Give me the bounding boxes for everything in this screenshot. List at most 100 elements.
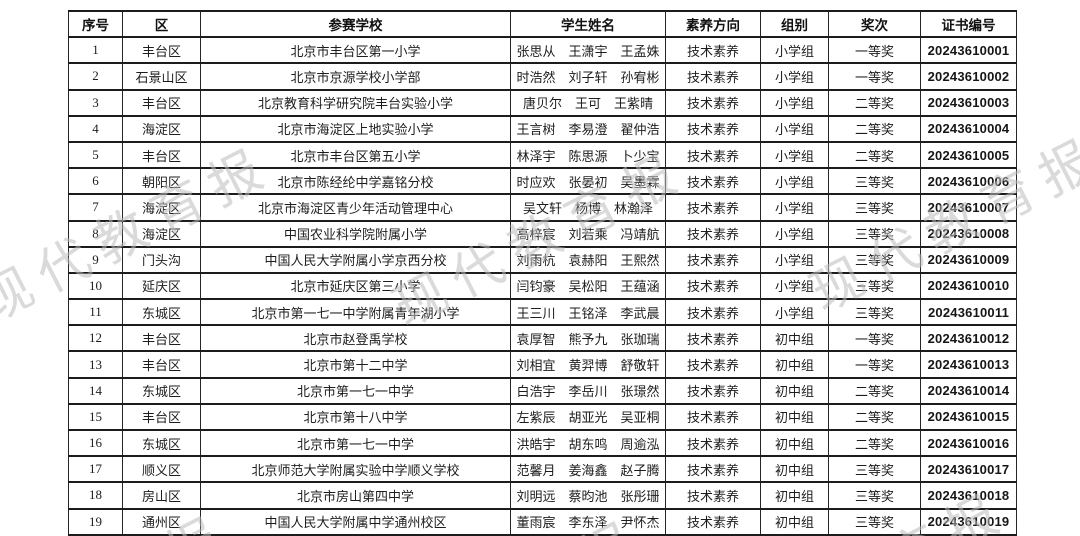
cell-school: 北京市第十八中学 — [200, 402, 511, 432]
table-row: 13 丰台区 北京市第十二中学 刘相宜 黄羿博 舒敬轩 技术素养 初中组 一等奖 202436… — [68, 350, 1017, 379]
cell-award: 三等奖 — [828, 167, 921, 196]
cell-group: 小学组 — [760, 62, 829, 91]
cell-school: 北京市海淀区青少年活动管理中心 — [200, 193, 511, 222]
cell-school: 北京市丰台区第一小学 — [200, 36, 511, 65]
cell-direction: 技术素养 — [665, 193, 761, 222]
cell-district: 门头沟 — [122, 245, 201, 274]
cell-cert-number: 20243610017 — [920, 455, 1017, 484]
table-row: 3 丰台区 北京教育科学研究院丰台实验小学 唐贝尔 王可 王紫晴 技术素养 小学组 二等奖 2… — [68, 88, 1017, 117]
cell-award: 二等奖 — [828, 140, 921, 170]
cell-direction: 技术素养 — [665, 245, 761, 274]
cell-group: 小学组 — [760, 219, 829, 248]
cell-school: 北京市第十二中学 — [200, 350, 511, 379]
cell-district: 海淀区 — [122, 219, 201, 248]
cell-group: 初中组 — [760, 376, 829, 405]
cell-direction: 技术素养 — [665, 402, 761, 432]
cell-students: 左紫辰 胡亚光 吴亚桐 — [510, 402, 666, 432]
table-row: 16 东城区 北京市第一七一中学 洪皓宇 胡东鸣 周逾泓 技术素养 初中组 二等奖 20243… — [68, 428, 1017, 458]
table-row: 6 朝阳区 北京市陈经纶中学嘉铭分校 时应欢 张晏初 吴墨霖 技术素养 小学组 三等奖 202… — [68, 167, 1017, 196]
col-header-school: 参赛学校 — [200, 9, 511, 39]
cell-award: 一等奖 — [828, 324, 921, 353]
cell-no: 17 — [68, 455, 123, 484]
cell-students: 王三川 王铭泽 李武晨 — [510, 298, 666, 327]
cell-direction: 技术素养 — [665, 36, 761, 65]
cell-school: 北京市赵登禹学校 — [200, 324, 511, 353]
table-row: 5 丰台区 北京市丰台区第五小学 林泽宇 陈思源 卜少宝 技术素养 小学组 二等奖 20243… — [68, 140, 1017, 170]
cell-award: 三等奖 — [828, 298, 921, 327]
cell-school: 北京市延庆区第三小学 — [200, 271, 511, 301]
award-table-container: 序号区参赛学校 学生姓名 素养方向 组别 奖次 证书编号 1 丰台区 北京市丰台区第一小学 张思… — [68, 9, 1017, 536]
cell-school: 北京教育科学研究院丰台实验小学 — [200, 88, 511, 117]
cell-students: 闫钧豪 吴松阳 王蕴涵 — [510, 271, 666, 301]
cell-no: 16 — [68, 428, 123, 458]
cell-school: 中国农业科学院附属小学 — [200, 219, 511, 248]
cell-district: 丰台区 — [122, 350, 201, 379]
cell-cert-number: 20243610007 — [920, 193, 1017, 222]
cell-district: 通州区 — [122, 507, 201, 536]
cell-students: 范馨月 姜海鑫 赵子腾 — [510, 455, 666, 484]
cell-no: 1 — [68, 36, 123, 65]
cell-cert-number: 20243610013 — [920, 350, 1017, 379]
cell-cert-number: 20243610018 — [920, 481, 1017, 510]
cell-school: 北京市第一七一中学 — [200, 376, 511, 405]
cell-students: 刘相宜 黄羿博 舒敬轩 — [510, 350, 666, 379]
cell-students: 张思从 王潇宇 王孟姝 — [510, 36, 666, 65]
cell-students: 刘雨杭 袁赫阳 王熙然 — [510, 245, 666, 274]
cell-students: 吴文轩 杨博 林瀚泽 — [510, 193, 666, 222]
cell-award: 三等奖 — [828, 455, 921, 484]
table-body: 1 丰台区 北京市丰台区第一小学 张思从 王潇宇 王孟姝 技术素养 小学组 一等奖 20243… — [68, 36, 1017, 536]
table-row: 18 房山区 北京市房山第四中学 刘明远 蔡昀池 张彤珊 技术素养 初中组 三等奖 20243… — [68, 481, 1017, 510]
table-row: 14 东城区 北京市第一七一中学 白浩宇 李岳川 张璟然 技术素养 初中组 二等奖 20243… — [68, 376, 1017, 405]
cell-school: 北京市京源学校小学部 — [200, 62, 511, 91]
cell-no: 14 — [68, 376, 123, 405]
cell-district: 房山区 — [122, 481, 201, 510]
cell-group: 小学组 — [760, 193, 829, 222]
cell-no: 19 — [68, 507, 123, 536]
cell-direction: 技术素养 — [665, 271, 761, 301]
cell-award: 二等奖 — [828, 402, 921, 432]
cell-district: 丰台区 — [122, 36, 201, 65]
col-header-award: 奖次 — [828, 9, 921, 39]
cell-direction: 技术素养 — [665, 140, 761, 170]
cell-no: 12 — [68, 324, 123, 353]
cell-district: 东城区 — [122, 376, 201, 405]
cell-students: 白浩宇 李岳川 张璟然 — [510, 376, 666, 405]
cell-cert-number: 20243610016 — [920, 428, 1017, 458]
cell-school: 北京市第一七一中学附属青年湖小学 — [200, 298, 511, 327]
col-header-no: 序号 — [68, 9, 123, 39]
cell-direction: 技术素养 — [665, 455, 761, 484]
cell-no: 18 — [68, 481, 123, 510]
cell-school: 中国人民大学附属小学京西分校 — [200, 245, 511, 274]
cell-students: 王言树 李易澄 翟仲浩 — [510, 114, 666, 143]
table-row: 4 海淀区 北京市海淀区上地实验小学 王言树 李易澄 翟仲浩 技术素养 小学组 二等奖 202… — [68, 114, 1017, 143]
cell-cert-number: 20243610010 — [920, 271, 1017, 301]
cell-district: 顺义区 — [122, 455, 201, 484]
cell-students: 刘明远 蔡昀池 张彤珊 — [510, 481, 666, 510]
table-row: 7 海淀区 北京市海淀区青少年活动管理中心 吴文轩 杨博 林瀚泽 技术素养 小学组 三等奖 2… — [68, 193, 1017, 222]
cell-cert-number: 20243610011 — [920, 298, 1017, 327]
cell-award: 三等奖 — [828, 193, 921, 222]
table-row: 9 门头沟 中国人民大学附属小学京西分校 刘雨杭 袁赫阳 王熙然 技术素养 小学组 三等奖 2… — [68, 245, 1017, 274]
cell-direction: 技术素养 — [665, 507, 761, 536]
cell-cert-number: 20243610015 — [920, 402, 1017, 432]
cell-students: 林泽宇 陈思源 卜少宝 — [510, 140, 666, 170]
cell-cert-number: 20243610003 — [920, 88, 1017, 117]
cell-no: 10 — [68, 271, 123, 301]
col-header-cert-number: 证书编号 — [920, 9, 1017, 39]
cell-school: 北京市房山第四中学 — [200, 481, 511, 510]
cell-students: 唐贝尔 王可 王紫晴 — [510, 88, 666, 117]
cell-group: 初中组 — [760, 324, 829, 353]
cell-group: 小学组 — [760, 88, 829, 117]
cell-award: 三等奖 — [828, 219, 921, 248]
cell-group: 初中组 — [760, 481, 829, 510]
cell-cert-number: 20243610001 — [920, 36, 1017, 65]
cell-district: 海淀区 — [122, 193, 201, 222]
cell-students: 董雨宸 李东泽 尹怀杰 — [510, 507, 666, 536]
cell-group: 小学组 — [760, 114, 829, 143]
cell-school: 北京市第一七一中学 — [200, 428, 511, 458]
cell-students: 时应欢 张晏初 吴墨霖 — [510, 167, 666, 196]
cell-district: 石景山区 — [122, 62, 201, 91]
cell-award: 一等奖 — [828, 350, 921, 379]
cell-award: 一等奖 — [828, 62, 921, 91]
